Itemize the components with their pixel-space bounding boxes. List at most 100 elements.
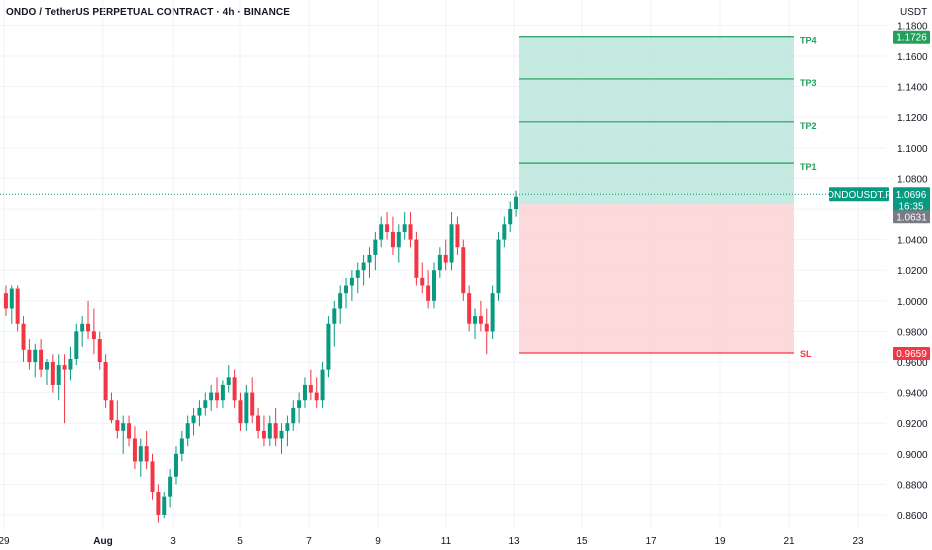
stop-zone xyxy=(519,204,794,353)
candle-body xyxy=(197,407,202,416)
candle-body xyxy=(27,349,32,362)
candle-body xyxy=(33,349,38,362)
time-tick-label: 19 xyxy=(714,536,726,547)
candle-body xyxy=(226,377,231,385)
candle-body xyxy=(414,239,419,278)
candle-body xyxy=(138,446,143,462)
time-tick-label: Aug xyxy=(93,536,112,547)
time-tick-label: 29 xyxy=(0,536,10,547)
time-tick-label: 13 xyxy=(508,536,520,547)
candle-body xyxy=(484,323,489,332)
entry-badge: 1.0631 xyxy=(896,212,927,223)
candle-body xyxy=(97,339,102,362)
candle-body xyxy=(132,438,137,462)
price-tick-label: 1.0200 xyxy=(897,266,928,277)
time-tick-label: 9 xyxy=(375,536,381,547)
candle-body xyxy=(68,358,73,370)
candle-body xyxy=(220,384,225,401)
price-tick-label: 0.8800 xyxy=(897,480,928,491)
candle-body xyxy=(431,270,436,301)
candle-body xyxy=(273,423,278,439)
candle-body xyxy=(502,224,507,240)
candle-body xyxy=(150,461,155,493)
candle-body xyxy=(39,349,44,370)
currency-label: USDT xyxy=(900,7,928,18)
candle-body xyxy=(15,288,20,324)
candle-body xyxy=(185,423,190,439)
candle-body xyxy=(250,392,255,416)
price-tick-label: 1.1000 xyxy=(897,144,928,155)
candle-body xyxy=(232,377,237,401)
last-price-value: 1.0696 xyxy=(896,190,927,201)
candle-body xyxy=(261,430,266,439)
candle-body xyxy=(56,365,61,385)
candle-body xyxy=(437,254,442,271)
candle-body xyxy=(338,293,343,309)
candle-body xyxy=(514,196,519,209)
candle-body xyxy=(332,308,337,324)
time-tick-label: 5 xyxy=(237,536,243,547)
tp-label: TP2 xyxy=(800,121,817,131)
tp-label: TP3 xyxy=(800,78,817,88)
symbol-badge: ONDOUSDT.P xyxy=(826,190,892,201)
candle-body xyxy=(302,384,307,401)
candle-body xyxy=(173,453,178,477)
candle-body xyxy=(385,224,390,232)
candle-body xyxy=(349,277,354,286)
candle-body xyxy=(50,362,55,385)
time-tick-label: 3 xyxy=(170,536,176,547)
candle-body xyxy=(109,400,114,421)
candle-body xyxy=(455,224,460,248)
candle-body xyxy=(478,316,483,324)
candle-body xyxy=(156,492,161,515)
candle-body xyxy=(367,254,372,263)
candle-body xyxy=(291,407,296,424)
candle-body xyxy=(379,224,384,240)
candle-body xyxy=(127,423,132,439)
candle-body xyxy=(426,285,431,301)
candle-body xyxy=(103,362,108,401)
time-tick-label: 17 xyxy=(645,536,657,547)
candle-body xyxy=(179,438,184,454)
time-tick-label: 7 xyxy=(306,536,312,547)
price-tick-label: 1.1800 xyxy=(897,21,928,32)
sl-label: SL xyxy=(800,349,812,359)
candle-body xyxy=(144,446,149,462)
price-tick-label: 1.0000 xyxy=(897,297,928,308)
position-zones xyxy=(519,36,794,353)
price-tick-label: 1.0800 xyxy=(897,174,928,185)
tp-label: TP4 xyxy=(800,36,817,46)
candle-body xyxy=(402,224,407,232)
candle-body xyxy=(244,392,249,424)
last-price-badge-bg xyxy=(893,187,930,214)
candles-layer xyxy=(3,190,519,523)
price-tick-label: 1.0400 xyxy=(897,236,928,247)
candle-body xyxy=(361,262,366,271)
candle-body xyxy=(121,423,126,431)
sl-badge: 0.9659 xyxy=(896,349,927,360)
tp-label: TP1 xyxy=(800,162,817,172)
price-tick-label: 1.1600 xyxy=(897,52,928,63)
target-zone xyxy=(519,36,794,205)
candle-body xyxy=(373,239,378,255)
candle-body xyxy=(9,288,14,309)
symbol-badge-bg xyxy=(829,187,889,202)
price-tick-label: 1.1400 xyxy=(897,83,928,94)
sl-badge-bg xyxy=(893,346,930,360)
chart-title: ONDO / TetherUS PERPETUAL CONTRACT · 4h … xyxy=(6,7,290,18)
time-tick-label: 21 xyxy=(783,536,795,547)
candle-body xyxy=(473,316,478,324)
candle-body xyxy=(490,293,495,332)
price-tick-label: 0.9200 xyxy=(897,419,928,430)
candle-body xyxy=(279,430,284,439)
candle-body xyxy=(256,415,261,431)
price-tick-label: 0.9000 xyxy=(897,450,928,461)
candle-body xyxy=(508,209,513,225)
candle-body xyxy=(238,400,243,424)
candle-body xyxy=(390,231,395,248)
price-tick-label: 0.9800 xyxy=(897,327,928,338)
candle-body xyxy=(86,323,91,332)
price-tick-label: 1.1200 xyxy=(897,113,928,124)
